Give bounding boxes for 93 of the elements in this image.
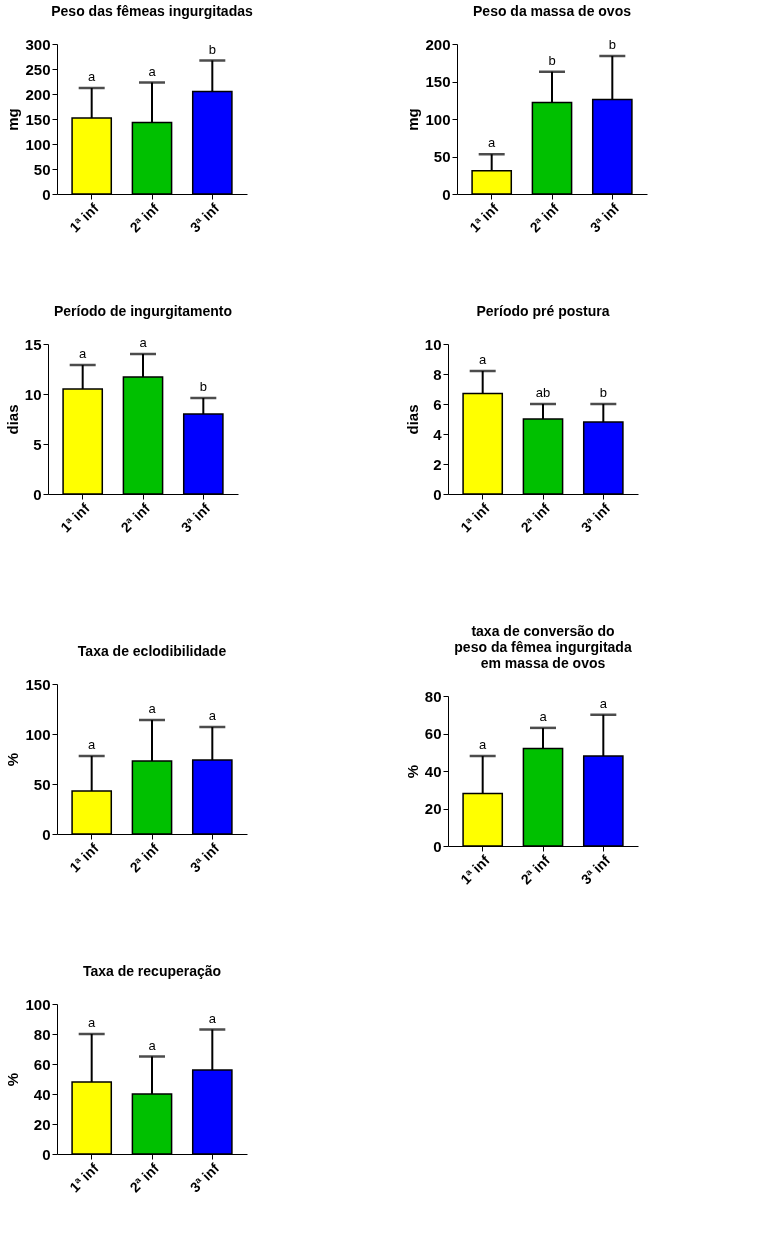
x-tick-label: 3ª inf bbox=[577, 851, 614, 888]
chart-title: Período pré postura bbox=[476, 303, 610, 319]
y-tick-label: 40 bbox=[424, 762, 442, 780]
y-axis-title: % bbox=[4, 1072, 22, 1087]
y-tick-label: 150 bbox=[25, 675, 51, 693]
x-tick-label: 1ª inf bbox=[457, 499, 493, 536]
y-tick-label: 100 bbox=[25, 135, 51, 153]
chart-title: Peso da massa de ovos bbox=[473, 3, 632, 19]
x-tick-label: 1ª inf bbox=[66, 839, 102, 876]
y-tick-label: 60 bbox=[424, 725, 442, 742]
annotation: a bbox=[148, 63, 157, 79]
annotation: b bbox=[199, 379, 207, 394]
annotation: b bbox=[608, 37, 616, 52]
y-tick-label: 0 bbox=[433, 485, 442, 503]
y-tick-label: 5 bbox=[33, 435, 42, 453]
y-tick-label: 80 bbox=[424, 687, 442, 705]
y-axis-title: dias bbox=[403, 404, 421, 435]
annotation: ab bbox=[535, 385, 551, 400]
y-axis-title: % bbox=[403, 764, 421, 779]
x-tick-label: 2ª inf bbox=[126, 1159, 163, 1196]
y-tick-label: 100 bbox=[25, 725, 51, 743]
y-tick-label: 60 bbox=[33, 1055, 51, 1073]
y-tick-label: 150 bbox=[25, 110, 51, 128]
y-tick-label: 200 bbox=[425, 35, 451, 53]
annotation: a bbox=[599, 695, 608, 711]
x-tick-label: 1ª inf bbox=[66, 1159, 102, 1196]
y-tick-label: 0 bbox=[33, 485, 42, 503]
annotation: a bbox=[479, 737, 488, 752]
y-tick-label: 80 bbox=[33, 1025, 51, 1043]
x-tick-label: 1ª inf bbox=[57, 499, 93, 536]
y-tick-label: 10 bbox=[24, 385, 42, 403]
annotation: a bbox=[139, 335, 148, 350]
y-tick-label: 6 bbox=[433, 395, 442, 413]
x-tick-label: 1ª inf bbox=[66, 199, 102, 236]
y-tick-label: 20 bbox=[424, 800, 442, 817]
y-tick-label: 0 bbox=[442, 185, 451, 203]
annotation: b bbox=[599, 385, 607, 400]
y-tick-label: 4 bbox=[433, 425, 443, 443]
x-tick-label: 2ª inf bbox=[126, 839, 163, 876]
chart-title: Taxa de recuperação bbox=[82, 963, 222, 979]
x-tick-label: 1ª inf bbox=[457, 851, 493, 888]
y-axis-title: % bbox=[4, 752, 22, 767]
annotation: a bbox=[79, 346, 88, 361]
chart-title: Período de ingurgitamento bbox=[53, 303, 233, 319]
y-tick-label: 0 bbox=[42, 825, 51, 843]
x-tick-label: 2ª inf bbox=[126, 199, 163, 236]
x-tick-label: 1ª inf bbox=[466, 199, 502, 236]
y-tick-label: 250 bbox=[25, 60, 51, 78]
chart-title: Peso das fêmeas ingurgitadas bbox=[51, 3, 253, 19]
y-tick-label: 20 bbox=[33, 1115, 51, 1133]
y-tick-label: 100 bbox=[425, 110, 451, 128]
x-tick-label: 2ª inf bbox=[526, 199, 563, 236]
chart-title: Taxa de eclodibilidade bbox=[77, 643, 227, 659]
y-tick-label: 200 bbox=[25, 85, 51, 103]
x-tick-label: 3ª inf bbox=[577, 499, 614, 536]
annotation: a bbox=[479, 352, 488, 367]
annotation: a bbox=[208, 1010, 217, 1026]
y-tick-label: 15 bbox=[24, 335, 42, 353]
x-tick-label: 2ª inf bbox=[117, 499, 154, 536]
annotation: a bbox=[148, 701, 157, 716]
annotation: a bbox=[88, 69, 97, 84]
chart-title: taxa de conversão do peso da fêmea ingurgitada em massa de ovos bbox=[454, 623, 632, 671]
y-axis-title: dias bbox=[3, 404, 21, 435]
y-tick-label: 50 bbox=[33, 775, 51, 793]
x-tick-label: 2ª inf bbox=[517, 499, 554, 536]
y-tick-label: 50 bbox=[33, 160, 51, 178]
y-tick-label: 50 bbox=[433, 148, 451, 165]
x-tick-label: 3ª inf bbox=[177, 499, 214, 536]
x-tick-label: 3ª inf bbox=[586, 199, 623, 236]
x-tick-label: 2ª inf bbox=[517, 851, 554, 888]
annotation: b bbox=[548, 52, 556, 68]
x-tick-label: 3ª inf bbox=[186, 839, 223, 876]
annotation: b bbox=[208, 41, 216, 57]
annotation: a bbox=[88, 1015, 97, 1030]
y-tick-label: 300 bbox=[25, 35, 51, 53]
annotation: a bbox=[148, 1037, 157, 1053]
x-tick-label: 3ª inf bbox=[186, 1159, 223, 1196]
y-tick-label: 10 bbox=[424, 335, 442, 353]
annotation: a bbox=[88, 737, 97, 752]
annotation: a bbox=[208, 708, 217, 723]
y-tick-label: 2 bbox=[433, 455, 442, 473]
y-tick-label: 100 bbox=[25, 995, 51, 1013]
y-axis-title: mg bbox=[404, 108, 422, 131]
y-tick-label: 0 bbox=[42, 185, 51, 203]
y-tick-label: 8 bbox=[433, 365, 442, 383]
y-tick-label: 0 bbox=[433, 837, 442, 855]
annotation: a bbox=[488, 135, 497, 151]
y-tick-label: 150 bbox=[425, 73, 451, 90]
annotation: a bbox=[539, 708, 548, 724]
y-tick-label: 40 bbox=[33, 1085, 51, 1103]
x-tick-label: 3ª inf bbox=[186, 199, 223, 236]
y-tick-label: 0 bbox=[42, 1145, 51, 1163]
y-axis-title: mg bbox=[4, 108, 22, 131]
